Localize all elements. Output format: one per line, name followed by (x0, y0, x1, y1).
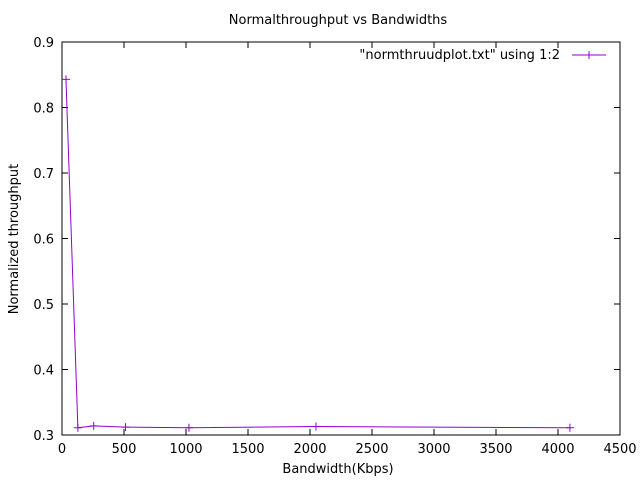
chart-title: Normalthroughput vs Bandwidths (229, 13, 448, 28)
x-tick-label: 4500 (603, 442, 636, 457)
x-tick-label: 500 (112, 442, 137, 457)
x-axis-label: Bandwidth(Kbps) (282, 462, 393, 477)
data-point (311, 422, 320, 431)
data-point (61, 75, 70, 84)
x-tick-label: 2000 (293, 442, 326, 457)
x-tick-label: 0 (58, 442, 66, 457)
legend-label: "normthruudplot.txt" using 1:2 (359, 48, 560, 63)
data-point (184, 423, 193, 432)
x-tick-label: 3500 (479, 442, 512, 457)
legend: "normthruudplot.txt" using 1:2 (359, 48, 606, 63)
data-point (565, 423, 574, 432)
y-tick-label: 0.3 (33, 429, 54, 444)
y-tick-label: 0.7 (33, 167, 54, 182)
y-tick-label: 0.8 (33, 102, 54, 117)
y-axis-label: Normalized throughput (7, 164, 22, 315)
data-point (89, 421, 98, 430)
plot-frame (61, 41, 621, 436)
y-tick-label: 0.5 (33, 298, 54, 313)
x-tick-label: 4000 (541, 442, 574, 457)
x-tick-label: 1500 (231, 442, 264, 457)
y-tick-label: 0.9 (33, 36, 54, 51)
x-tick-label: 3000 (417, 442, 450, 457)
data-point (121, 423, 130, 432)
y-tick-label: 0.6 (33, 233, 54, 248)
legend-marker (585, 51, 593, 59)
data-point (73, 423, 82, 432)
x-tick-label: 1000 (169, 442, 202, 457)
x-tick-label: 2500 (355, 442, 388, 457)
series-line (65, 79, 570, 429)
y-tick-label: 0.4 (33, 364, 54, 379)
